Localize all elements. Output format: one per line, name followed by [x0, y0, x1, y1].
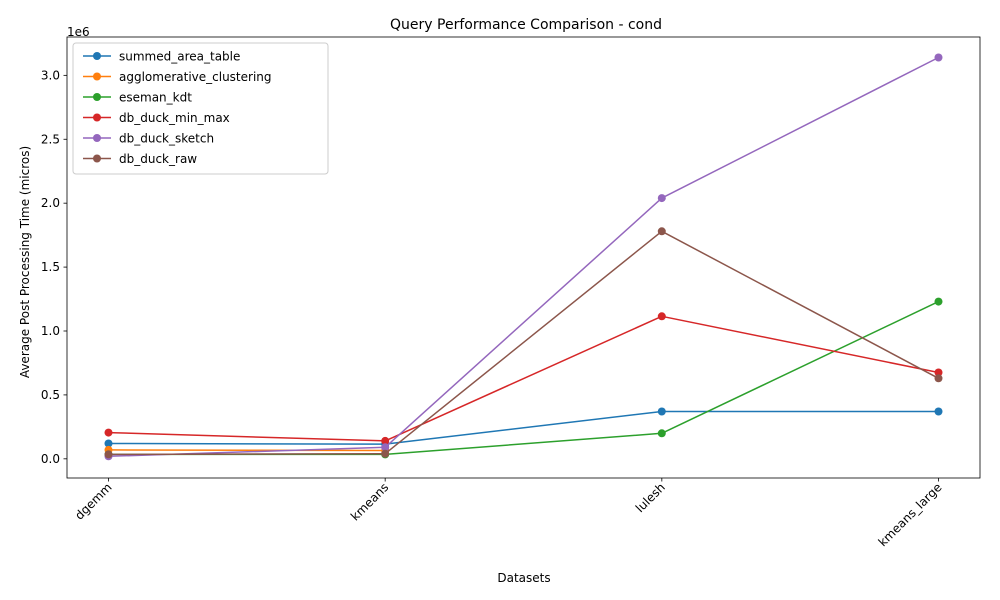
- legend-marker-agglomerative_clustering: [93, 72, 101, 81]
- data-point-db_duck_sketch: [657, 194, 666, 203]
- series-line-db_duck_sketch: [108, 56, 939, 458]
- data-point-db_duck_min_max: [104, 428, 113, 437]
- legend-label-agglomerative_clustering: agglomerative_clustering: [119, 70, 272, 84]
- data-point-db_duck_raw: [104, 450, 113, 459]
- y-tick-label: 0.0: [41, 452, 60, 466]
- data-point-db_duck_min_max: [657, 312, 666, 321]
- y-tick-label: 2.5: [41, 132, 60, 146]
- y-tick-label: 0.5: [41, 388, 60, 402]
- data-point-db_duck_raw: [934, 374, 943, 383]
- data-point-summed_area_table: [104, 439, 113, 448]
- y-tick-label: 1.5: [41, 260, 60, 274]
- data-point-eseman_kdt: [657, 429, 666, 438]
- y-tick-label: 3.0: [41, 68, 60, 82]
- series-line-db_duck_raw: [108, 230, 939, 456]
- y-tick-label: 1.0: [41, 324, 60, 338]
- legend-label-summed_area_table: summed_area_table: [119, 50, 240, 64]
- series-line-db_duck_min_max: [108, 315, 939, 442]
- legend-label-db_duck_min_max: db_duck_min_max: [119, 111, 230, 125]
- data-point-db_duck_min_max: [381, 436, 390, 445]
- legend-label-db_duck_raw: db_duck_raw: [119, 152, 197, 166]
- plot-frame: [66, 36, 981, 479]
- data-point-db_duck_min_max: [934, 368, 943, 377]
- data-point-db_duck_sketch: [934, 53, 943, 62]
- legend-marker-db_duck_min_max: [93, 113, 101, 122]
- legend-box: [72, 42, 329, 175]
- data-point-db_duck_raw: [381, 449, 390, 458]
- series-line-summed_area_table: [108, 410, 939, 445]
- legend-marker-summed_area_table: [93, 52, 101, 60]
- legend-marker-eseman_kdt: [93, 93, 101, 101]
- chart-title: Query Performance Comparison - cond: [390, 17, 662, 33]
- data-point-db_duck_raw: [657, 227, 666, 236]
- legend-label-eseman_kdt: eseman_kdt: [119, 91, 192, 105]
- data-point-summed_area_table: [934, 407, 943, 416]
- data-point-summed_area_table: [657, 407, 666, 416]
- legend: summed_area_table agglomerative_clusterin…: [72, 42, 329, 175]
- data-point-db_duck_sketch: [381, 443, 390, 452]
- y-axis-title: Average Post Processing Time (micros): [18, 146, 32, 378]
- series-line-agglomerative_clustering: [108, 449, 386, 452]
- plot-area: [104, 53, 943, 461]
- data-point-eseman_kdt: [934, 297, 943, 306]
- legend-marker-db_duck_sketch: [93, 134, 101, 142]
- y-tick-label: 2.0: [41, 196, 60, 210]
- y-offset-label: 1e6: [67, 25, 90, 39]
- legend-label-db_duck_sketch: db_duck_sketch: [119, 132, 214, 146]
- x-axis-title: Datasets: [497, 571, 550, 585]
- legend-marker-db_duck_raw: [93, 154, 101, 163]
